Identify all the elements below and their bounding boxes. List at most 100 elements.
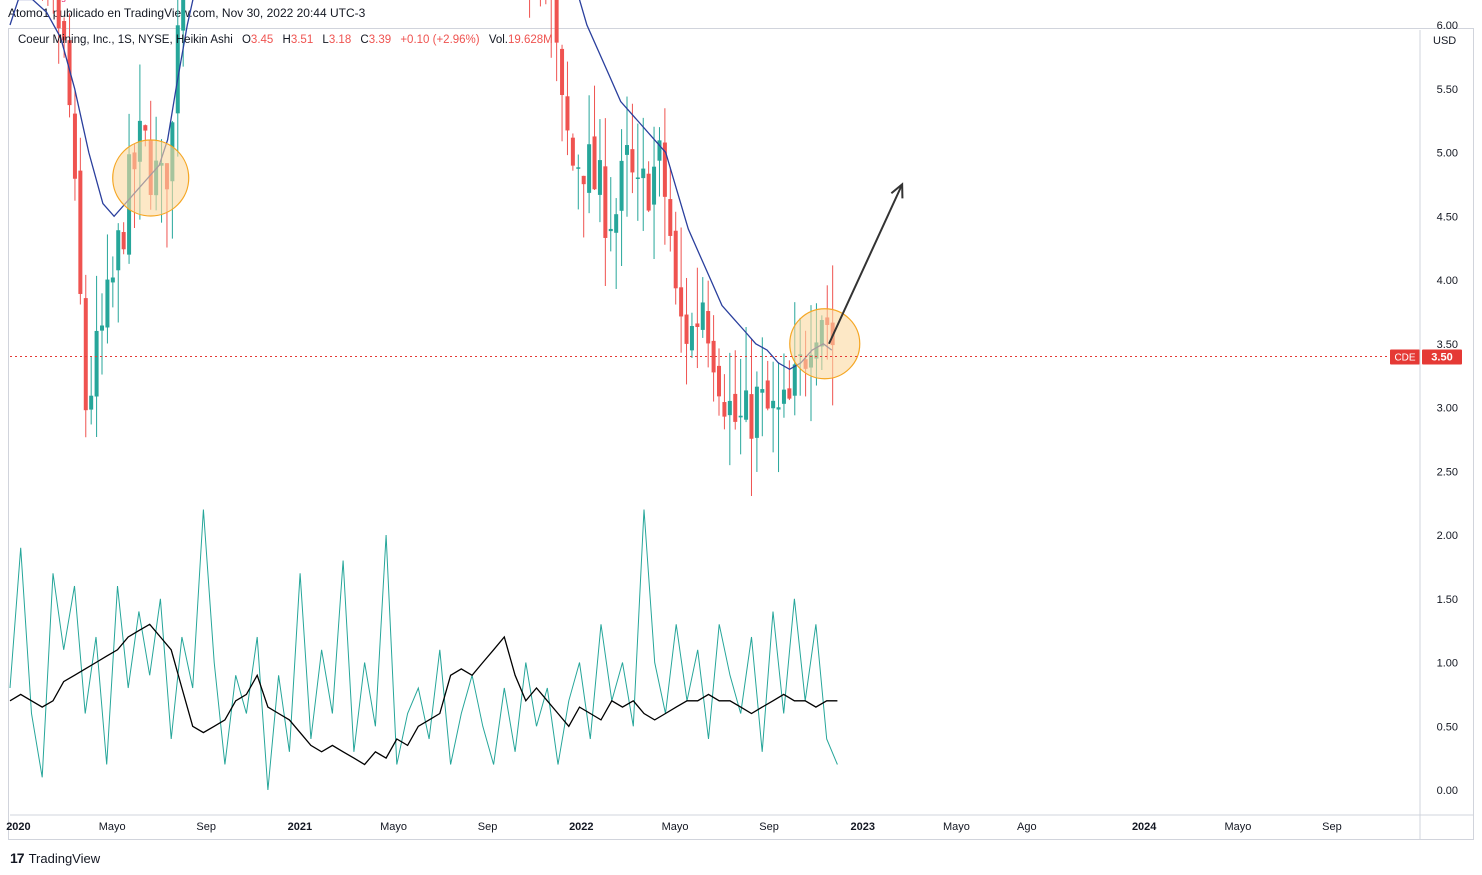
candle-down[interactable] <box>787 388 792 399</box>
highlight-circle[interactable] <box>789 308 861 380</box>
candle-down[interactable] <box>662 142 667 197</box>
y-tick-label: 6.00 <box>1437 20 1458 32</box>
split-marker: s <box>61 0 66 4</box>
candle-down[interactable] <box>62 21 67 41</box>
candle-down[interactable] <box>717 365 722 397</box>
candle-up[interactable] <box>587 144 592 193</box>
arrow-head-icon <box>890 182 904 199</box>
x-tick-label: 2020 <box>6 821 30 833</box>
candle-down[interactable] <box>722 402 727 417</box>
x-tick-label: Ago <box>1017 821 1037 833</box>
candle-down[interactable] <box>679 287 684 317</box>
candle-down[interactable] <box>83 298 88 411</box>
candle-down[interactable] <box>684 314 689 344</box>
candle-up[interactable] <box>641 168 646 179</box>
candle-up[interactable] <box>624 145 629 155</box>
candle-up[interactable] <box>689 326 694 351</box>
candle-down[interactable] <box>570 137 575 166</box>
y-tick-label: 2.00 <box>1437 530 1458 542</box>
candle-down[interactable] <box>56 0 61 29</box>
candle-up[interactable] <box>619 160 624 211</box>
candle-up[interactable] <box>105 279 110 328</box>
candle-down[interactable] <box>711 340 716 373</box>
symbol-tag-label: CDE <box>1394 353 1415 364</box>
candle-down[interactable] <box>554 0 559 43</box>
candle-up[interactable] <box>89 395 94 410</box>
candle-down[interactable] <box>603 166 608 238</box>
candle-up[interactable] <box>760 389 765 393</box>
x-tick-label: 2023 <box>851 821 875 833</box>
candle-up[interactable] <box>754 386 759 438</box>
candle-up[interactable] <box>94 330 99 397</box>
oscillator-average-line[interactable] <box>9 623 838 766</box>
x-tick-label: Mayo <box>943 821 970 833</box>
candle-down[interactable] <box>749 394 754 439</box>
y-tick-label: 4.50 <box>1437 211 1458 223</box>
candle-down[interactable] <box>673 230 678 289</box>
candle-down[interactable] <box>765 380 770 409</box>
candle-up[interactable] <box>792 364 797 396</box>
candle-up[interactable] <box>738 415 743 418</box>
x-tick-label: 2021 <box>288 821 312 833</box>
y-tick-label: 2.50 <box>1437 466 1458 478</box>
candle-up[interactable] <box>657 140 662 161</box>
candle-up[interactable] <box>776 407 781 410</box>
candle-up[interactable] <box>100 325 105 331</box>
open-label: O <box>241 34 251 46</box>
candle-up[interactable] <box>727 400 732 416</box>
candle-up[interactable] <box>771 400 776 409</box>
highlight-circle[interactable] <box>112 139 190 217</box>
candle-up[interactable] <box>597 160 602 195</box>
candle-down[interactable] <box>592 136 597 190</box>
candle-down[interactable] <box>668 199 673 236</box>
x-tick-label: Sep <box>478 821 498 833</box>
x-tick-label: Mayo <box>99 821 126 833</box>
candle-up[interactable] <box>181 0 186 31</box>
candle-down[interactable] <box>695 323 700 327</box>
tradingview-logo-icon: 17 <box>10 850 25 866</box>
price-tag-label: 3.50 <box>1431 352 1452 364</box>
symbol-name[interactable]: Coeur Mining, Inc., 1S, NYSE, Heikin Ash… <box>18 34 233 46</box>
tradingview-brand: TradingView <box>28 850 101 866</box>
candle-down[interactable] <box>78 170 83 294</box>
candle-up[interactable] <box>608 228 613 232</box>
y-tick-label: 0.50 <box>1437 721 1458 733</box>
candle-up[interactable] <box>116 230 121 271</box>
candle-up[interactable] <box>700 302 705 330</box>
candle-up[interactable] <box>781 389 786 404</box>
volume-label: Vol. <box>488 34 508 46</box>
publication-attribution: Atomo1 publicado en TradingView.com, Nov… <box>8 6 366 20</box>
candle-up[interactable] <box>175 25 180 114</box>
high-label: H <box>282 34 291 46</box>
candle-down[interactable] <box>565 96 570 131</box>
x-tick-label: Sep <box>1322 821 1342 833</box>
currency-label: USD <box>1433 35 1456 47</box>
low-label: L <box>322 34 329 46</box>
projection-arrow[interactable] <box>828 183 904 345</box>
candle-down[interactable] <box>67 40 72 106</box>
oscillator-line[interactable] <box>9 509 838 791</box>
candle-up[interactable] <box>744 390 749 420</box>
candle-down[interactable] <box>121 232 126 250</box>
candle-up[interactable] <box>635 177 640 179</box>
candle-down[interactable] <box>630 149 635 173</box>
candle-up[interactable] <box>576 167 581 169</box>
change-value: +0.10 (+2.96%) <box>400 34 480 46</box>
candle-down[interactable] <box>646 173 651 211</box>
low-value: 3.18 <box>328 34 352 46</box>
x-tick-label: Mayo <box>1224 821 1251 833</box>
candle-down[interactable] <box>706 311 711 344</box>
candle-up[interactable] <box>614 214 619 233</box>
x-tick-label: 2022 <box>569 821 593 833</box>
x-tick-label: Sep <box>196 821 216 833</box>
candle-down[interactable] <box>581 175 586 185</box>
candle-down[interactable] <box>72 113 77 179</box>
candle-down[interactable] <box>560 48 565 95</box>
candle-down[interactable] <box>733 393 738 422</box>
price-tag <box>1422 349 1462 365</box>
high-value: 3.51 <box>290 34 314 46</box>
candle-down[interactable] <box>143 125 148 131</box>
candle-up[interactable] <box>110 277 115 283</box>
candle-up[interactable] <box>652 166 657 205</box>
